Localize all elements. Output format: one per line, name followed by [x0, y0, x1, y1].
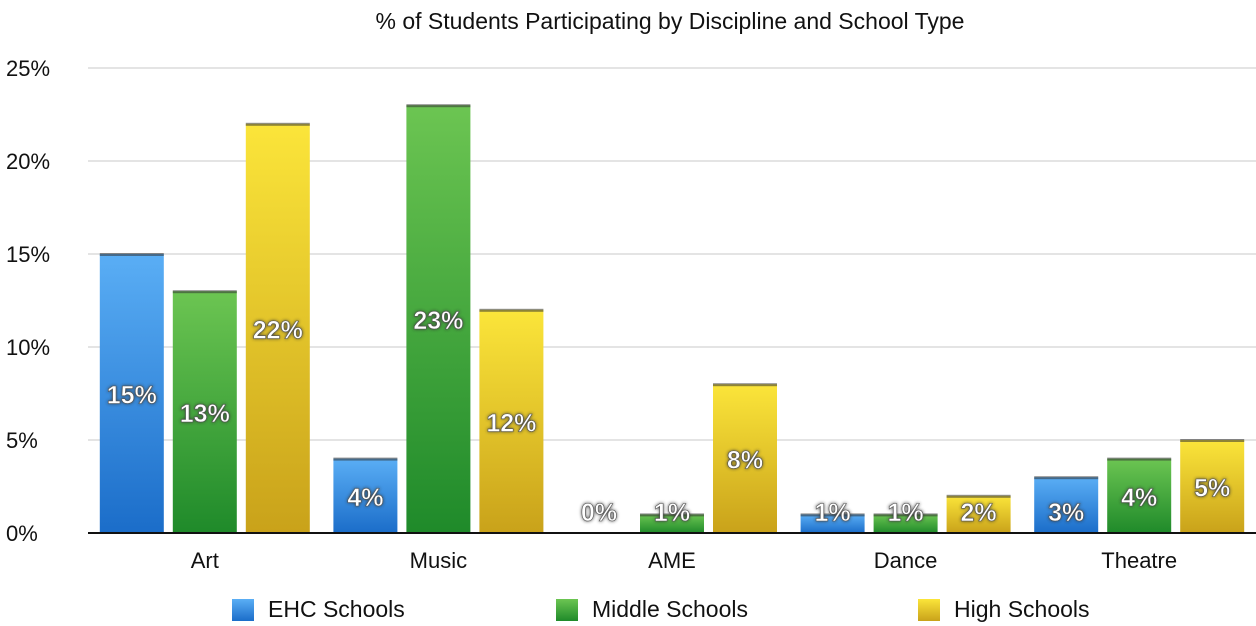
bar-top-edge: [333, 457, 398, 461]
data-label: 8%: [727, 447, 763, 475]
bar-top-edge: [1180, 439, 1245, 442]
data-label: 4%: [347, 484, 383, 512]
bar-1-1: [406, 105, 471, 533]
bar-0-1: [333, 458, 398, 533]
legend-swatch-ehc: [232, 598, 254, 621]
legend: EHC Schools Middle Schools High Schools: [0, 596, 1256, 626]
data-label: 15%: [107, 382, 157, 410]
bar-0-0: [99, 254, 164, 533]
data-label: 5%: [1194, 475, 1230, 503]
bar-2-3: [946, 495, 1011, 533]
bar-1-4: [1107, 458, 1172, 533]
bar-top-edge: [946, 494, 1011, 498]
bar-1-3: [873, 514, 938, 533]
data-label: 1%: [815, 499, 851, 527]
bar-top-edge: [800, 513, 865, 517]
bar-top-edge: [713, 383, 777, 387]
data-label: 4%: [1121, 484, 1157, 512]
x-tick-label: Art: [191, 548, 219, 573]
bar-top-edge: [245, 122, 310, 126]
bar-top-edge: [406, 104, 471, 108]
bar-top-edge: [873, 513, 938, 517]
x-tick-label: Theatre: [1101, 548, 1177, 573]
bar-top-edge: [1107, 457, 1172, 461]
bar-1-0: [172, 291, 237, 533]
bar-0-3: [800, 514, 865, 533]
data-label: 12%: [486, 409, 536, 437]
y-tick-label: 20%: [6, 149, 50, 174]
x-tick-label: Music: [410, 548, 467, 573]
bar-0-4: [1034, 477, 1099, 533]
legend-item-ehc: EHC Schools: [232, 596, 405, 623]
bar-1-2: [640, 514, 704, 533]
y-tick-label: 25%: [6, 56, 50, 81]
legend-label-high: High Schools: [954, 596, 1090, 622]
y-tick-label: 0%: [6, 521, 38, 546]
x-tick-label: AME: [648, 548, 696, 573]
legend-item-middle: Middle Schools: [556, 596, 748, 623]
legend-item-high: High Schools: [918, 596, 1090, 623]
y-tick-label: 10%: [6, 335, 50, 360]
y-tick-label: 15%: [6, 242, 50, 267]
data-label: 1%: [654, 499, 690, 527]
legend-label-middle: Middle Schools: [592, 596, 748, 622]
legend-label-ehc: EHC Schools: [268, 596, 405, 622]
bar-2-2: [713, 384, 777, 533]
data-label: 13%: [180, 400, 230, 428]
data-label: 0%: [581, 499, 617, 527]
data-label: 2%: [961, 499, 997, 527]
data-label: 22%: [253, 316, 303, 344]
legend-swatch-high: [918, 598, 940, 621]
bar-top-edge: [640, 513, 704, 517]
bar-top-edge: [99, 253, 164, 256]
bar-2-4: [1180, 440, 1245, 533]
bar-2-1: [479, 309, 544, 533]
y-tick-label: 5%: [6, 428, 38, 453]
data-label: 23%: [413, 307, 463, 335]
legend-swatch-middle: [556, 598, 578, 621]
x-tick-label: Dance: [874, 548, 938, 573]
data-label: 3%: [1048, 499, 1084, 527]
bar-top-edge: [1034, 476, 1099, 480]
chart-title: % of Students Participating by Disciplin…: [375, 8, 965, 34]
bar-top-edge: [172, 290, 237, 294]
bar-2-0: [245, 123, 310, 534]
data-label: 1%: [888, 499, 924, 527]
bar-top-edge: [479, 308, 544, 312]
